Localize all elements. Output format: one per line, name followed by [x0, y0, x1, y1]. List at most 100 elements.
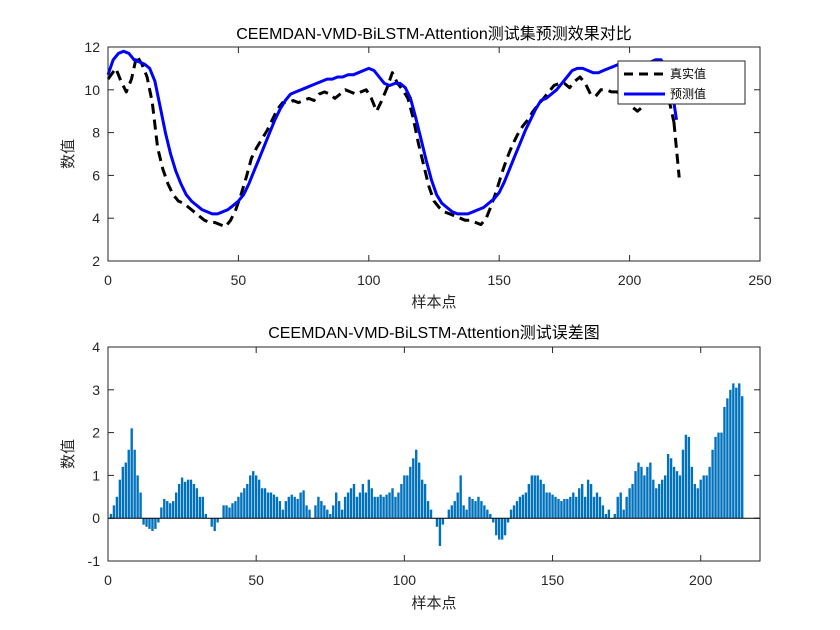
- chart1-ylabel: 数值: [59, 139, 77, 169]
- error-bar: [358, 492, 362, 519]
- error-bar: [364, 492, 368, 519]
- error-bar: [705, 475, 708, 519]
- true-value-line-tail: [672, 121, 681, 178]
- error-bar: [512, 505, 516, 519]
- error-bar: [477, 496, 480, 519]
- error-bar: [690, 466, 694, 519]
- error-bar: [216, 518, 219, 523]
- error-bar: [296, 498, 299, 519]
- error-bar: [581, 483, 584, 519]
- error-bar: [367, 479, 370, 519]
- error-bar: [160, 507, 163, 519]
- error-bar: [622, 509, 625, 519]
- error-bar: [669, 458, 673, 519]
- error-bar: [551, 494, 554, 519]
- error-bar: [655, 488, 658, 519]
- error-bar: [554, 496, 557, 519]
- y-tick-label: 4: [92, 210, 100, 226]
- y-tick-label: -1: [88, 553, 101, 569]
- error-bar: [524, 492, 528, 519]
- chart1-axes-box: [107, 46, 761, 262]
- error-bar: [133, 449, 136, 519]
- error-bar: [495, 518, 498, 536]
- error-bar: [625, 496, 628, 519]
- error-bar: [115, 496, 119, 519]
- error-bar: [406, 475, 409, 519]
- error-bar: [619, 492, 622, 519]
- chart1-y-tick-labels: 2 4 6 8 10 12: [84, 39, 100, 269]
- error-bar: [583, 496, 587, 519]
- error-bar: [314, 505, 317, 519]
- error-bar: [189, 479, 193, 519]
- error-bar: [661, 479, 664, 519]
- x-tick-label: 200: [618, 272, 642, 288]
- error-bar: [299, 492, 302, 519]
- prediction-comparison-chart: CEEMDAN-VMD-BiLSTM-Attention测试集预测效果对比 0 5…: [59, 25, 772, 311]
- error-bar: [489, 513, 492, 519]
- error-bar: [166, 501, 169, 519]
- chart2-plot-area: [108, 347, 760, 561]
- y-tick-label: 10: [84, 82, 100, 98]
- error-bar: [204, 513, 207, 519]
- error-bar: [340, 509, 344, 519]
- error-bar: [385, 494, 388, 519]
- error-bar: [589, 483, 593, 519]
- error-bar: [711, 449, 714, 519]
- y-tick-label: 2: [92, 425, 100, 441]
- error-bar: [604, 513, 608, 519]
- error-bar: [329, 513, 332, 519]
- error-bar: [379, 494, 382, 519]
- error-bar: [412, 458, 415, 519]
- error-bar: [637, 462, 640, 519]
- error-bar: [447, 509, 450, 519]
- error-bar: [255, 475, 258, 519]
- error-bar: [572, 492, 575, 519]
- error-bar: [500, 518, 504, 540]
- error-bar: [533, 475, 536, 519]
- chart2-x-tick-labels: 0 50 100 150 200: [104, 572, 713, 588]
- y-tick-label: 6: [92, 167, 100, 183]
- error-bar: [720, 432, 723, 519]
- error-bar: [465, 509, 468, 519]
- error-bar: [263, 488, 267, 519]
- error-bar: [566, 498, 569, 519]
- error-bar: [403, 475, 406, 519]
- error-bar: [287, 496, 290, 519]
- error-bar: [121, 466, 124, 519]
- y-tick-label: 1: [92, 467, 100, 483]
- error-bar: [586, 479, 590, 519]
- error-bar: [376, 496, 379, 519]
- y-tick-label: 3: [92, 382, 100, 398]
- error-bar: [391, 488, 394, 519]
- chart2-title: CEEMDAN-VMD-BiLSTM-Attention测试误差图: [268, 324, 600, 342]
- error-bar: [616, 496, 619, 519]
- error-bar: [429, 509, 433, 519]
- error-bar: [542, 483, 545, 519]
- legend-pred-label: 预测值: [670, 86, 706, 101]
- error-bar: [438, 518, 442, 547]
- error-bar: [628, 488, 631, 519]
- x-tick-label: 150: [488, 272, 512, 288]
- error-bar: [355, 496, 359, 519]
- error-bar: [675, 471, 679, 519]
- error-bar: [272, 494, 276, 519]
- error-bar: [109, 513, 113, 519]
- y-tick-label: 2: [92, 253, 100, 269]
- error-bar: [509, 509, 513, 519]
- error-bar: [409, 466, 412, 519]
- error-bar: [201, 496, 205, 519]
- error-bar: [278, 501, 282, 519]
- error-bar: [127, 449, 130, 519]
- error-bar: [607, 509, 611, 519]
- error-bar: [687, 436, 691, 519]
- error-bar: [112, 505, 116, 519]
- error-bar: [169, 503, 172, 519]
- error-bar: [370, 488, 373, 519]
- error-bar: [151, 518, 154, 532]
- error-bar: [693, 483, 696, 519]
- error-bar: [723, 406, 726, 519]
- x-tick-label: 100: [357, 272, 381, 288]
- error-bar: [157, 518, 160, 523]
- error-bar: [726, 398, 729, 519]
- error-bar: [290, 494, 293, 519]
